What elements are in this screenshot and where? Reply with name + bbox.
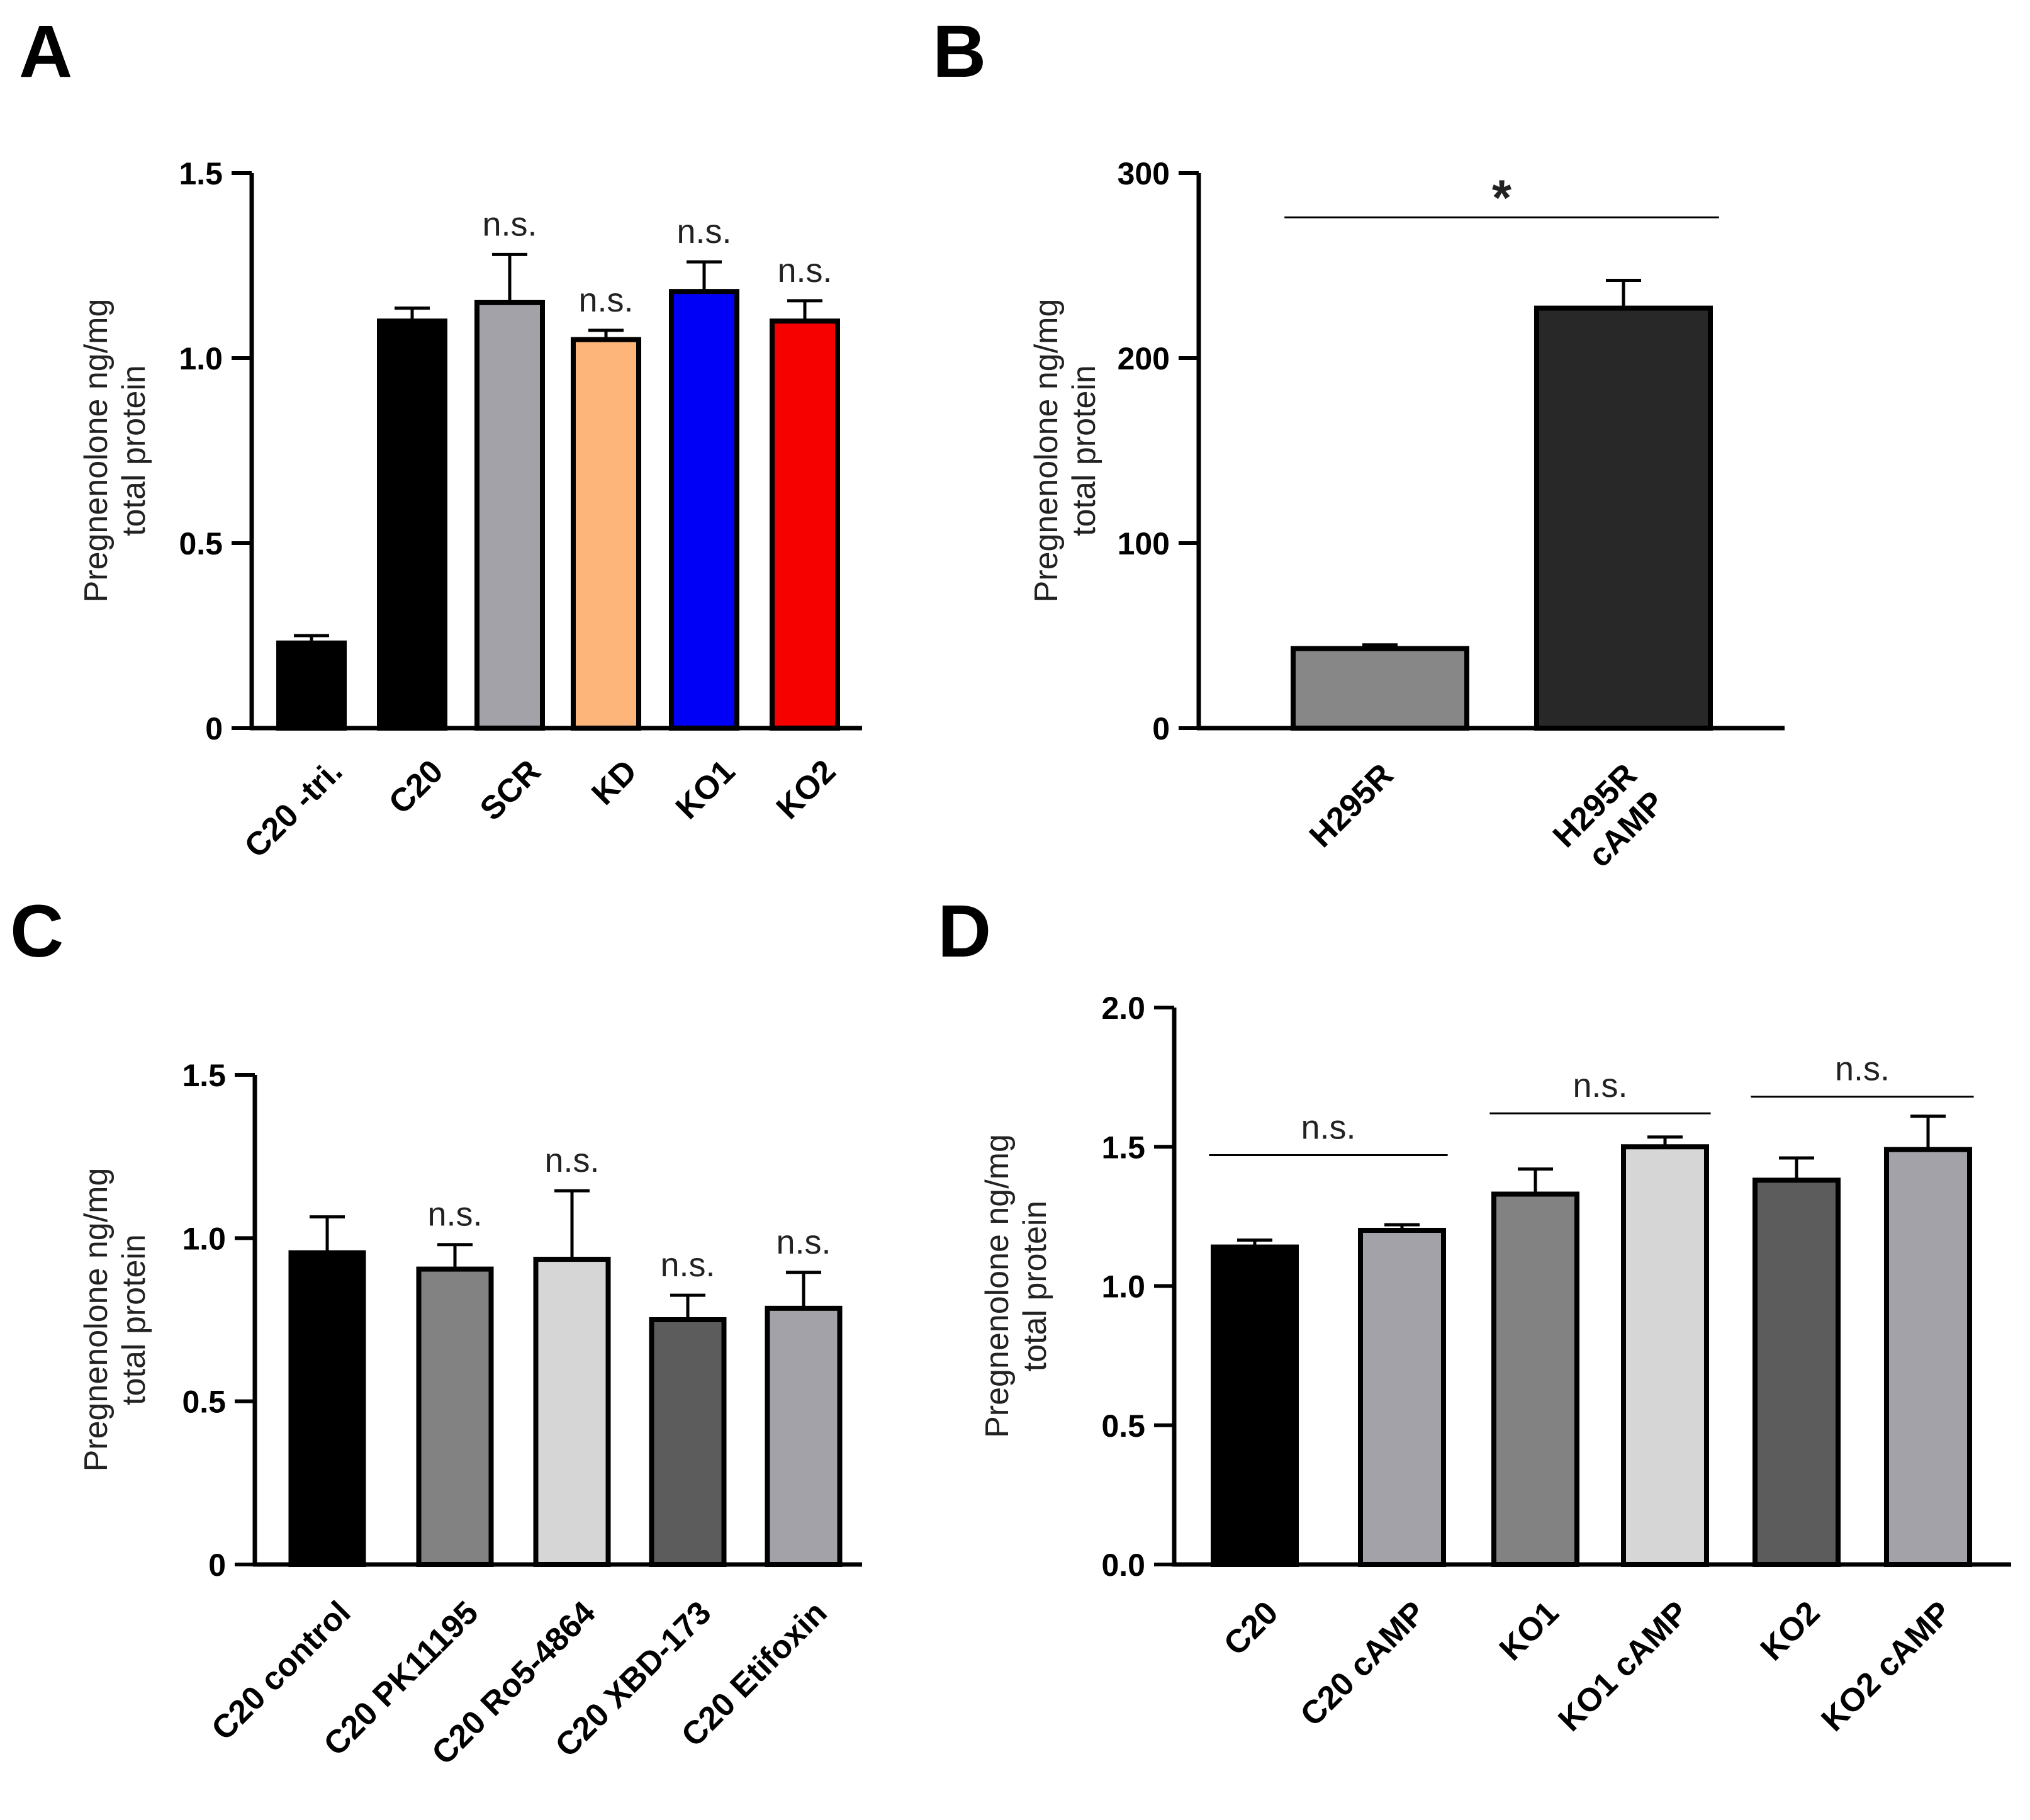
bar: [669, 289, 739, 731]
y-tick-label: 1.0: [1101, 1269, 1145, 1305]
bar: [1291, 646, 1469, 731]
bar: [649, 1317, 727, 1567]
bar: [1621, 1144, 1709, 1567]
y-tick-label: 100: [1118, 526, 1170, 561]
significance-label: n.s.: [777, 252, 832, 289]
y-axis-title: Pregnenolone ng/mgtotal protein: [1028, 299, 1102, 603]
bar: [474, 300, 545, 731]
y-tick-label: 0: [1152, 711, 1170, 746]
significance-label: n.s.: [1835, 1050, 1890, 1088]
significance-label: n.s.: [544, 1142, 599, 1179]
bar: [765, 1305, 843, 1567]
y-tick-label: 0.0: [1101, 1548, 1145, 1583]
bar: [1884, 1147, 1972, 1568]
bar: [1211, 1244, 1299, 1568]
y-tick-label: 1.0: [179, 341, 223, 376]
y-tick-label: 0: [208, 1548, 226, 1583]
y-tick-label: 1.5: [179, 156, 223, 191]
bar: [276, 640, 347, 731]
significance-label: n.s.: [1301, 1109, 1355, 1147]
y-axis-title: Pregnenolone ng/mgtotal protein: [979, 1134, 1053, 1438]
significance-label: *: [1492, 170, 1512, 226]
significance-label: n.s.: [776, 1223, 831, 1261]
panel-letter: B: [933, 10, 986, 93]
bar: [1752, 1177, 1841, 1567]
significance-label: n.s.: [482, 205, 537, 243]
y-tick-label: 1.0: [182, 1221, 226, 1256]
significance-label: n.s.: [1573, 1067, 1627, 1104]
y-axis-title-line: total protein: [1066, 365, 1102, 536]
bar: [288, 1250, 366, 1567]
y-tick-label: 0.5: [182, 1385, 226, 1420]
y-tick-label: 1.5: [182, 1058, 226, 1093]
bar: [1358, 1228, 1446, 1567]
y-tick-label: 0: [205, 711, 223, 746]
y-axis-title-line: Pregnenolone ng/mg: [979, 1134, 1016, 1438]
bar: [1534, 305, 1713, 731]
panel-letter: D: [938, 890, 991, 973]
significance-label: n.s.: [578, 281, 633, 319]
significance-label: n.s.: [676, 213, 731, 250]
bar: [1491, 1191, 1579, 1567]
y-axis-title-line: Pregnenolone ng/mg: [78, 1168, 115, 1472]
y-axis-title: Pregnenolone ng/mgtotal protein: [78, 1168, 152, 1472]
chart-body: 0 0.5 1.0 1.5 Pregnenolone ng/mgtotal protei…: [78, 156, 862, 865]
panel-letter: A: [19, 10, 72, 93]
y-axis-title-line: total protein: [1017, 1201, 1053, 1372]
bar: [377, 318, 447, 731]
y-tick-label: 200: [1118, 341, 1170, 376]
y-tick-label: 300: [1118, 156, 1170, 191]
y-tick-label: 1.5: [1101, 1130, 1145, 1165]
y-axis-title-line: Pregnenolone ng/mg: [78, 299, 115, 603]
significance-label: n.s.: [427, 1196, 482, 1233]
bar: [533, 1257, 611, 1567]
panel-a: A 0 0.5 1.0 1.5 Pregnenolone ng/mgtotal prot…: [19, 10, 862, 865]
bar: [416, 1266, 494, 1568]
y-axis-title-line: total protein: [116, 365, 152, 536]
y-tick-label: 0.5: [179, 526, 223, 561]
bar: [571, 337, 641, 731]
bar: [770, 318, 840, 731]
y-tick-label: 0.5: [1101, 1408, 1145, 1444]
y-axis-title-line: Pregnenolone ng/mg: [1028, 299, 1065, 603]
y-axis-title: Pregnenolone ng/mgtotal protein: [78, 299, 152, 603]
significance-label: n.s.: [660, 1246, 715, 1284]
y-axis-title-line: total protein: [116, 1234, 152, 1405]
y-tick-label: 2.0: [1101, 991, 1145, 1026]
panel-letter: C: [10, 890, 64, 973]
